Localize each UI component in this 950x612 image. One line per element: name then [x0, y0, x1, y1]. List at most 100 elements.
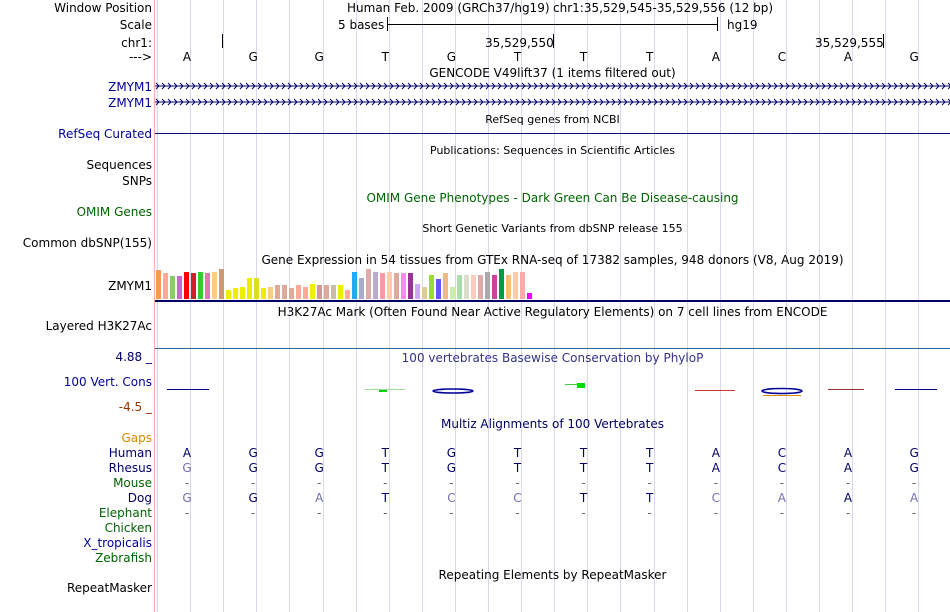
- gtex-tissue-bar[interactable]: [226, 290, 231, 299]
- gtex-tissue-bar[interactable]: [317, 285, 322, 299]
- gtex-tissue-bar[interactable]: [240, 287, 245, 299]
- alignment-base-human: C: [777, 446, 787, 460]
- species-label-zebrafish: Zebrafish: [95, 551, 152, 565]
- gtex-tissue-bar[interactable]: [289, 288, 294, 299]
- gtex-tissue-bar[interactable]: [415, 284, 420, 299]
- track-label-omim[interactable]: OMIM Genes: [76, 205, 152, 219]
- gtex-tissue-bar[interactable]: [261, 288, 266, 299]
- gtex-tissue-bar[interactable]: [408, 273, 413, 299]
- gtex-tissue-bar[interactable]: [513, 272, 518, 299]
- alignment-base-human: T: [513, 446, 522, 460]
- scale-label: Scale: [119, 18, 152, 32]
- track-label-snps[interactable]: SNPs: [122, 174, 152, 188]
- gtex-tissue-bar[interactable]: [338, 285, 343, 299]
- gtex-tissue-bar[interactable]: [352, 272, 357, 299]
- gtex-tissue-bar[interactable]: [359, 278, 364, 299]
- gtex-tissue-bar[interactable]: [184, 272, 189, 299]
- gtex-tissue-bar[interactable]: [205, 273, 210, 299]
- gtex-tissue-bar[interactable]: [520, 272, 525, 299]
- h3k27ac-track-title: H3K27Ac Mark (Often Found Near Active Re…: [277, 305, 828, 319]
- alignment-base-elephant: -: [845, 506, 851, 520]
- gtex-tissue-bar[interactable]: [436, 279, 441, 299]
- gtex-tissue-bar[interactable]: [233, 288, 238, 299]
- track-label-h3k27ac[interactable]: Layered H3K27Ac: [45, 319, 152, 333]
- track-label-refseq[interactable]: RefSeq Curated: [58, 127, 152, 141]
- gtex-tissue-bar[interactable]: [471, 275, 476, 299]
- track-label-gtex[interactable]: ZMYM1: [108, 279, 152, 293]
- gtex-tissue-bar[interactable]: [282, 285, 287, 299]
- gtex-tissue-bar[interactable]: [464, 275, 469, 299]
- gtex-tissue-bar[interactable]: [478, 275, 483, 299]
- gtex-tissue-bar[interactable]: [219, 269, 224, 299]
- gtex-tissue-bar[interactable]: [457, 275, 462, 299]
- alignment-base-dog: T: [381, 491, 389, 505]
- gencode-transcript-1[interactable]: [155, 80, 950, 92]
- reference-base: A: [843, 50, 853, 64]
- alignment-base-rhesus: G: [248, 461, 258, 475]
- track-label-column: Window Position Scale chr1: ---> ZMYM1 Z…: [0, 0, 154, 612]
- repeatmasker-track-title: Repeating Elements by RepeatMasker: [438, 568, 667, 582]
- alignment-base-dog: A: [777, 491, 786, 505]
- reference-base: G: [909, 50, 919, 64]
- reference-base: T: [646, 50, 654, 64]
- alignment-base-rhesus: A: [711, 461, 720, 475]
- gtex-tissue-bar[interactable]: [366, 269, 371, 299]
- gtex-tissue-bar[interactable]: [401, 273, 406, 299]
- alignment-base-dog: A: [909, 491, 919, 505]
- gtex-tissue-bar[interactable]: [506, 275, 511, 299]
- gtex-tissue-bar[interactable]: [296, 285, 301, 299]
- gtex-tissue-bar[interactable]: [254, 278, 259, 299]
- gtex-tissue-bar[interactable]: [212, 272, 217, 299]
- species-label-x-tropicalis: X_tropicalis: [83, 536, 152, 550]
- gtex-tissue-bar[interactable]: [170, 276, 175, 299]
- phylop-track-title: 100 vertebrates Basewise Conservation by…: [401, 351, 704, 365]
- track-label-gencode-1[interactable]: ZMYM1: [108, 80, 152, 94]
- gtex-tissue-bar[interactable]: [156, 270, 161, 299]
- track-label-conservation[interactable]: 100 Vert. Cons: [63, 375, 152, 389]
- gtex-tissue-bar[interactable]: [443, 273, 448, 299]
- gtex-tissue-bar[interactable]: [163, 273, 168, 299]
- alignment-base-rhesus: T: [646, 461, 654, 475]
- species-label-mouse: Mouse: [113, 476, 152, 490]
- gtex-tissue-bar[interactable]: [373, 272, 378, 299]
- gtex-tissue-bar[interactable]: [527, 293, 532, 299]
- gtex-expression-chart[interactable]: [156, 268, 536, 299]
- gtex-tissue-bar[interactable]: [303, 287, 308, 299]
- phylop-conservation-plot[interactable]: [155, 378, 950, 402]
- gtex-tissue-bar[interactable]: [177, 276, 182, 299]
- gtex-tissue-bar[interactable]: [387, 272, 392, 299]
- alignment-base-elephant: -: [911, 506, 917, 520]
- alignment-base-rhesus: T: [513, 461, 522, 475]
- scale-bar-label: 5 bases: [338, 18, 385, 32]
- gtex-tissue-bar[interactable]: [345, 290, 350, 299]
- gtex-tissue-bar[interactable]: [275, 285, 280, 299]
- gtex-tissue-bar[interactable]: [380, 273, 385, 299]
- gtex-tissue-bar[interactable]: [394, 273, 399, 299]
- gtex-tissue-bar[interactable]: [268, 287, 273, 299]
- alignment-base-rhesus: G: [314, 461, 324, 475]
- gtex-tissue-bar[interactable]: [485, 272, 490, 299]
- gtex-tissue-bar[interactable]: [310, 284, 315, 299]
- gtex-tissue-bar[interactable]: [450, 287, 455, 299]
- alignment-base-dog: C: [513, 491, 522, 505]
- cons-max-label: 4.88 _: [115, 350, 152, 364]
- gtex-tissue-bar[interactable]: [331, 285, 336, 299]
- gtex-tissue-bar[interactable]: [492, 275, 497, 299]
- gencode-transcript-2[interactable]: [155, 96, 950, 108]
- reference-base: A: [711, 50, 720, 64]
- gtex-tissue-bar[interactable]: [422, 287, 427, 299]
- alignment-base-dog: A: [843, 491, 853, 505]
- alignment-base-human: A: [711, 446, 720, 460]
- gtex-tissue-bar[interactable]: [191, 273, 196, 299]
- gtex-tissue-bar[interactable]: [247, 278, 252, 299]
- gtex-tissue-bar[interactable]: [324, 285, 329, 299]
- track-label-common-dbsnp[interactable]: Common dbSNP(155): [22, 236, 152, 250]
- refseq-gene-line[interactable]: [155, 133, 950, 134]
- track-label-gencode-2[interactable]: ZMYM1: [108, 96, 152, 110]
- gtex-tissue-bar[interactable]: [198, 272, 203, 299]
- gtex-tissue-bar[interactable]: [429, 275, 434, 299]
- alignment-base-elephant: -: [515, 506, 520, 520]
- track-label-repeatmasker[interactable]: RepeatMasker: [66, 581, 152, 595]
- track-label-sequences[interactable]: Sequences: [86, 158, 152, 172]
- gtex-tissue-bar[interactable]: [499, 269, 504, 299]
